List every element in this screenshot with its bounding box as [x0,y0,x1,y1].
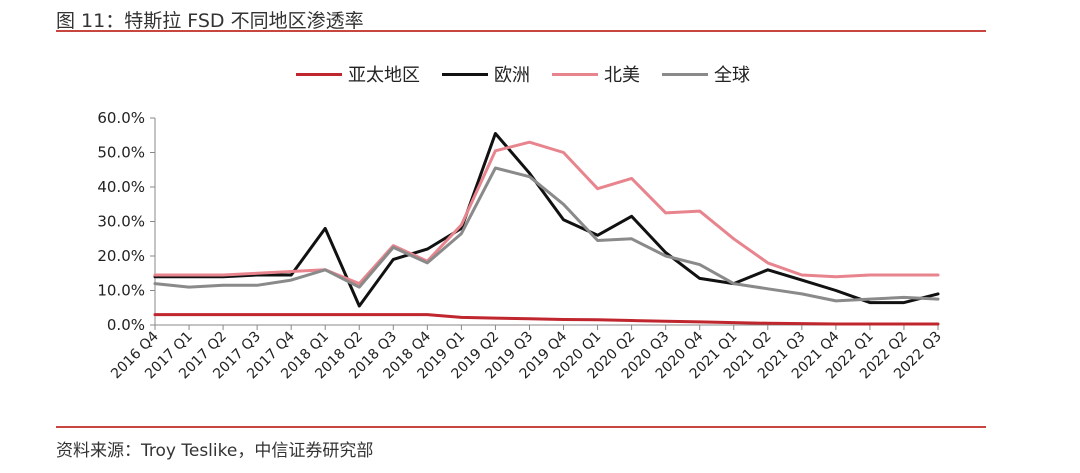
top-rule [56,30,986,32]
series-line-asia-pacific [153,313,940,326]
y-tick-label: 0.0% [107,316,145,334]
figure-title: 图 11：特斯拉 FSD 不同地区渗透率 [56,10,364,32]
legend-swatch-asia-pacific [296,72,342,76]
legend-label-global: 全球 [714,65,750,86]
y-tick-label: 60.0% [97,109,145,127]
y-tick-label: 40.0% [97,178,145,196]
y-tick-label: 20.0% [97,247,145,265]
y-tick-label: 30.0% [97,213,145,231]
source-note: 资料来源：Troy Teslike，中信证券研究部 [56,441,374,461]
y-tick-label: 10.0% [97,282,145,300]
legend-item-asia-pacific: 亚太地区 [296,61,420,87]
chart-legend: 亚太地区 欧洲 北美 全球 [296,60,772,88]
legend-item-europe: 欧洲 [442,61,530,87]
legend-label-europe: 欧洲 [494,65,530,86]
legend-label-north-america: 北美 [604,65,640,86]
series-line-global [153,166,940,303]
bottom-rule [56,426,986,428]
y-tick-label: 50.0% [97,144,145,162]
legend-item-north-america: 北美 [552,61,640,87]
legend-swatch-global [662,72,708,76]
legend-swatch-north-america [552,72,598,76]
series-line-north-america [153,140,940,286]
legend-swatch-europe [442,72,488,76]
legend-label-asia-pacific: 亚太地区 [348,65,420,86]
series-line-europe [153,132,940,308]
legend-item-global: 全球 [662,61,750,87]
